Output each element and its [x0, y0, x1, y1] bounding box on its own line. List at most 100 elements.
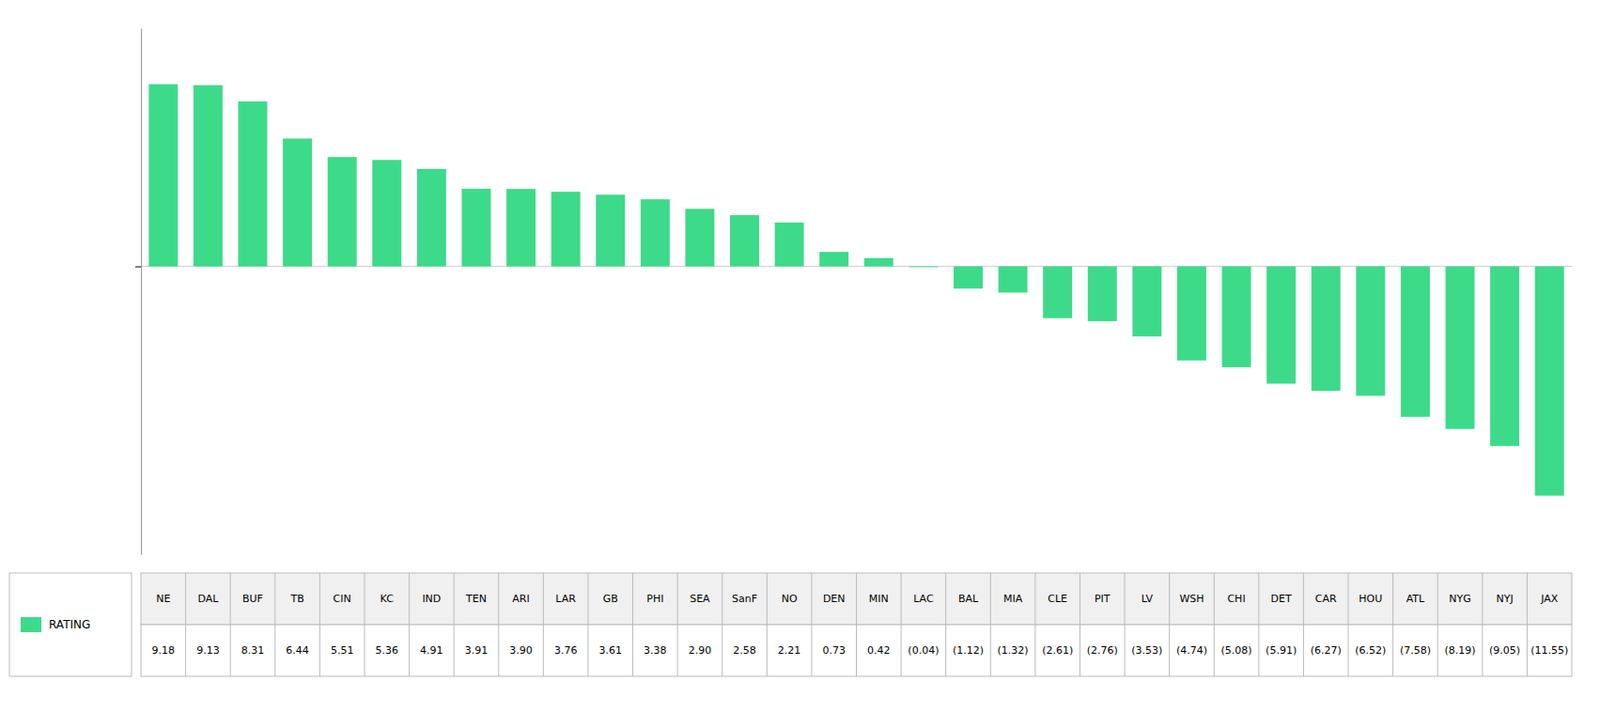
table-separator — [766, 573, 768, 677]
legend-box — [9, 573, 132, 677]
bar — [640, 199, 670, 266]
category-label: IND — [421, 592, 441, 606]
data-label: 5.36 — [375, 644, 400, 657]
bar — [908, 265, 938, 268]
bar — [595, 194, 625, 266]
table-separator — [1168, 573, 1170, 677]
table-separator — [721, 573, 723, 677]
y-tick-mark — [135, 266, 141, 268]
data-label: 2.90 — [688, 644, 713, 657]
category-label: NO — [781, 592, 798, 606]
category-label: DAL — [197, 592, 219, 606]
table-separator — [453, 573, 455, 677]
table-separator — [1213, 573, 1215, 677]
data-label: (4.74) — [1176, 644, 1208, 657]
table-separator — [810, 573, 812, 677]
bar — [684, 208, 715, 266]
category-label: DET — [1271, 592, 1292, 606]
y-axis — [135, 29, 142, 556]
category-label: JAX — [1539, 592, 1559, 606]
bar — [238, 101, 268, 267]
bar — [775, 222, 805, 267]
bar — [461, 188, 491, 267]
data-label: (11.55) — [1530, 644, 1569, 657]
table-separator — [1526, 573, 1528, 677]
bars — [148, 84, 1564, 497]
category-label: KC — [380, 592, 395, 606]
plot — [135, 29, 1572, 556]
category-label: NYJ — [1496, 592, 1514, 606]
bar — [1311, 266, 1341, 391]
category-label: TB — [289, 592, 304, 606]
category-label: PHI — [646, 592, 664, 606]
category-label: DEN — [823, 592, 846, 606]
category-label: LAC — [913, 592, 934, 606]
data-label: 3.61 — [598, 644, 622, 657]
table-separator — [1437, 573, 1439, 677]
table-separator — [677, 573, 679, 677]
table-separator — [1392, 573, 1394, 677]
table-separator — [408, 573, 410, 677]
data-label: (7.58) — [1399, 644, 1431, 657]
data-label: 2.21 — [777, 644, 802, 657]
data-label: 3.76 — [554, 644, 578, 657]
bar — [1355, 266, 1385, 397]
y-axis-line — [140, 29, 142, 556]
data-label: (0.04) — [907, 644, 939, 657]
category-label: SEA — [689, 592, 711, 606]
category-label: GB — [603, 592, 619, 606]
bar — [1087, 266, 1118, 322]
table: NE9.18DAL9.13BUF8.31TB6.44CIN5.51KC5.36I… — [140, 573, 1572, 677]
bar — [730, 215, 760, 267]
bar — [1177, 266, 1207, 361]
table-separator — [230, 573, 232, 677]
table-separator — [900, 573, 902, 677]
bar — [148, 84, 178, 267]
bar — [819, 251, 849, 266]
legend-label: RATING — [48, 618, 91, 632]
category-label: NYG — [1448, 592, 1471, 606]
y-tick — [135, 266, 141, 268]
bar — [864, 258, 894, 267]
table-separator — [945, 573, 947, 677]
data-label: 4.91 — [419, 644, 444, 657]
bar — [417, 169, 447, 267]
table-separator — [1124, 573, 1126, 677]
bar — [1042, 266, 1072, 319]
table-separator — [1079, 573, 1081, 677]
bar — [1266, 266, 1296, 385]
category-label: WSH — [1179, 592, 1204, 606]
data-label: 0.42 — [867, 644, 891, 657]
category-label: MIN — [869, 592, 889, 606]
table-separator — [185, 573, 187, 677]
category-label: ARI — [512, 592, 529, 606]
data-label: 6.44 — [285, 644, 310, 657]
data-label: (5.08) — [1221, 644, 1253, 657]
bar — [551, 191, 581, 266]
category-label: PIT — [1094, 592, 1111, 606]
data-label: 3.91 — [465, 644, 489, 657]
bar — [1222, 266, 1252, 368]
data-label: 8.31 — [241, 644, 265, 657]
data-label: (6.52) — [1354, 644, 1386, 657]
category-label: LAR — [555, 592, 576, 606]
bar — [1490, 266, 1520, 447]
legend-swatch — [20, 617, 42, 633]
category-label: TEN — [465, 592, 487, 606]
data-label: (1.12) — [952, 644, 984, 657]
data-label: 3.38 — [643, 644, 668, 657]
data-label: (1.32) — [997, 644, 1029, 657]
table-separator — [990, 573, 992, 677]
category-label: SanF — [731, 592, 758, 606]
data-label: (9.05) — [1489, 644, 1521, 657]
data-label: 0.73 — [822, 644, 846, 657]
table-separator — [363, 573, 365, 677]
category-label: ATL — [1406, 592, 1426, 606]
data-label: 2.58 — [732, 644, 757, 657]
data-label: 9.18 — [152, 644, 176, 657]
category-label: CLE — [1047, 592, 1068, 606]
bar — [193, 85, 223, 267]
category-label: CIN — [333, 592, 352, 606]
table-separator — [497, 573, 499, 677]
data-label: (3.53) — [1131, 644, 1163, 657]
